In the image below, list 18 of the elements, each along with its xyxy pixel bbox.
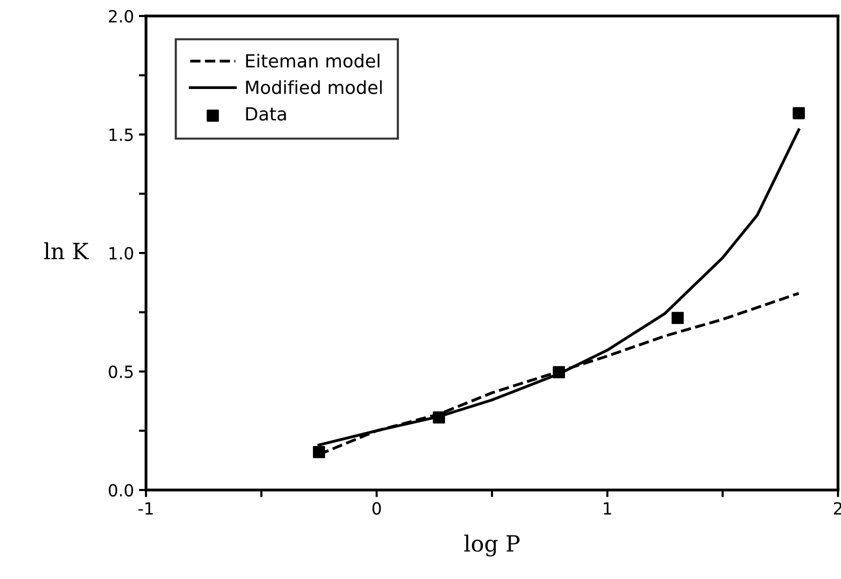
y-tick-label: 0.0 <box>108 484 134 497</box>
x-tick-label: 1 <box>604 502 612 514</box>
point <box>552 366 565 378</box>
point <box>312 446 326 458</box>
point <box>672 312 684 324</box>
x-tick-label: 0 <box>372 502 381 515</box>
x-axis-title: log P <box>464 534 520 556</box>
y-tick-label: 2.0 <box>108 10 134 23</box>
y-tick-label: 1.0 <box>110 246 134 260</box>
y-tick-label: 0.5 <box>108 365 133 378</box>
legend-label: Data <box>246 107 286 121</box>
x-tick-label: -1 <box>138 502 153 514</box>
point <box>432 411 446 424</box>
legend-label: Modified model <box>246 80 382 94</box>
point <box>792 107 805 120</box>
legend-label: Eiteman model <box>246 54 380 68</box>
y-axis-title: ln K <box>44 242 89 260</box>
y-tick-label: 1.5 <box>110 128 133 142</box>
